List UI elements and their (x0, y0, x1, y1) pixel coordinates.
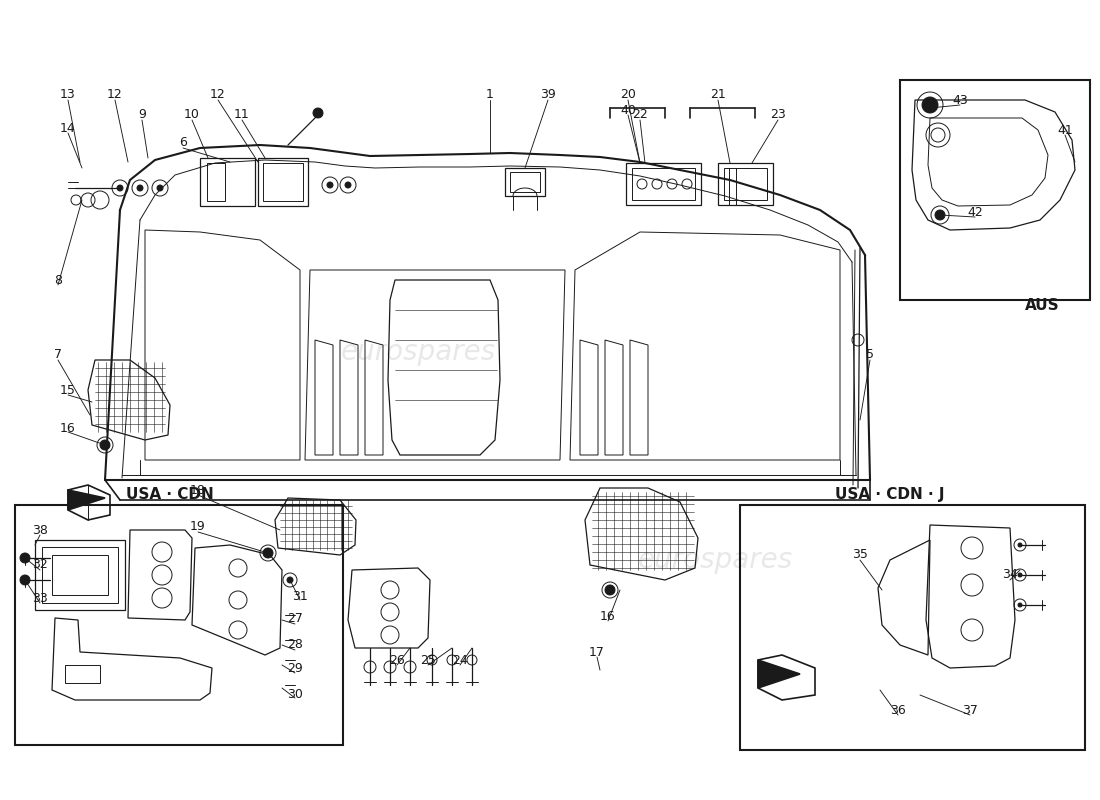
Bar (258, 158, 308, 206)
Bar (200, 158, 255, 206)
Bar (626, 163, 701, 205)
Text: 15: 15 (60, 383, 76, 397)
Text: 8: 8 (54, 274, 62, 286)
Bar (52, 555, 108, 595)
Text: 36: 36 (890, 703, 906, 717)
Text: 5: 5 (866, 349, 874, 362)
Text: 32: 32 (32, 558, 48, 571)
Text: USA · CDN: USA · CDN (126, 487, 213, 502)
Text: eurospares: eurospares (340, 338, 496, 366)
Text: 22: 22 (632, 109, 648, 122)
Bar (42, 547, 118, 603)
Circle shape (935, 210, 945, 220)
Text: 37: 37 (962, 703, 978, 717)
Text: 43: 43 (953, 94, 968, 106)
Text: 27: 27 (287, 613, 303, 626)
Bar (207, 163, 226, 201)
Bar (35, 540, 125, 610)
Bar (65, 665, 100, 683)
Text: 14: 14 (60, 122, 76, 134)
Text: 21: 21 (711, 89, 726, 102)
Circle shape (922, 97, 938, 113)
Text: 29: 29 (287, 662, 303, 674)
Text: 10: 10 (184, 109, 200, 122)
Circle shape (1018, 603, 1022, 607)
Bar (724, 168, 767, 200)
Text: AUS: AUS (1025, 298, 1060, 313)
Text: 24: 24 (452, 654, 468, 666)
Bar (263, 163, 302, 201)
Text: 26: 26 (389, 654, 405, 666)
Circle shape (263, 548, 273, 558)
Text: 41: 41 (1057, 123, 1072, 137)
Text: eurospares: eurospares (637, 546, 793, 574)
Text: 31: 31 (293, 590, 308, 602)
Text: 25: 25 (420, 654, 436, 666)
Circle shape (1018, 543, 1022, 547)
Text: 23: 23 (770, 109, 785, 122)
Text: 35: 35 (852, 549, 868, 562)
Circle shape (20, 575, 30, 585)
Text: 16: 16 (60, 422, 76, 434)
Bar (505, 168, 544, 196)
Text: 7: 7 (54, 349, 62, 362)
Text: 28: 28 (287, 638, 303, 651)
Circle shape (345, 182, 351, 188)
Text: 30: 30 (287, 687, 303, 701)
Text: 42: 42 (967, 206, 983, 218)
Text: 18: 18 (190, 483, 206, 497)
Polygon shape (68, 490, 104, 510)
Circle shape (20, 553, 30, 563)
Text: 6: 6 (179, 137, 187, 150)
Circle shape (117, 185, 123, 191)
Text: 33: 33 (32, 591, 48, 605)
Circle shape (605, 585, 615, 595)
Text: 12: 12 (107, 89, 123, 102)
Text: 11: 11 (234, 109, 250, 122)
Bar (740, 505, 1085, 750)
Bar (900, 80, 1090, 300)
Text: 16: 16 (601, 610, 616, 622)
Circle shape (1018, 573, 1022, 577)
Text: 9: 9 (139, 109, 146, 122)
Text: 12: 12 (210, 89, 225, 102)
Text: 39: 39 (540, 89, 556, 102)
Bar (632, 168, 695, 200)
Bar (510, 172, 540, 192)
Circle shape (327, 182, 333, 188)
Circle shape (100, 440, 110, 450)
Text: 19: 19 (190, 521, 206, 534)
Text: 1: 1 (486, 89, 494, 102)
Circle shape (138, 185, 143, 191)
Polygon shape (758, 660, 800, 688)
Text: USA · CDN · J: USA · CDN · J (835, 487, 945, 502)
Text: 13: 13 (60, 89, 76, 102)
Circle shape (287, 577, 293, 583)
Text: 34: 34 (1002, 569, 1018, 582)
Text: 38: 38 (32, 523, 48, 537)
Bar (15, 505, 343, 745)
Text: 17: 17 (590, 646, 605, 658)
Circle shape (157, 185, 163, 191)
Circle shape (314, 108, 323, 118)
Bar (718, 163, 773, 205)
Text: 40: 40 (620, 103, 636, 117)
Text: 20: 20 (620, 89, 636, 102)
